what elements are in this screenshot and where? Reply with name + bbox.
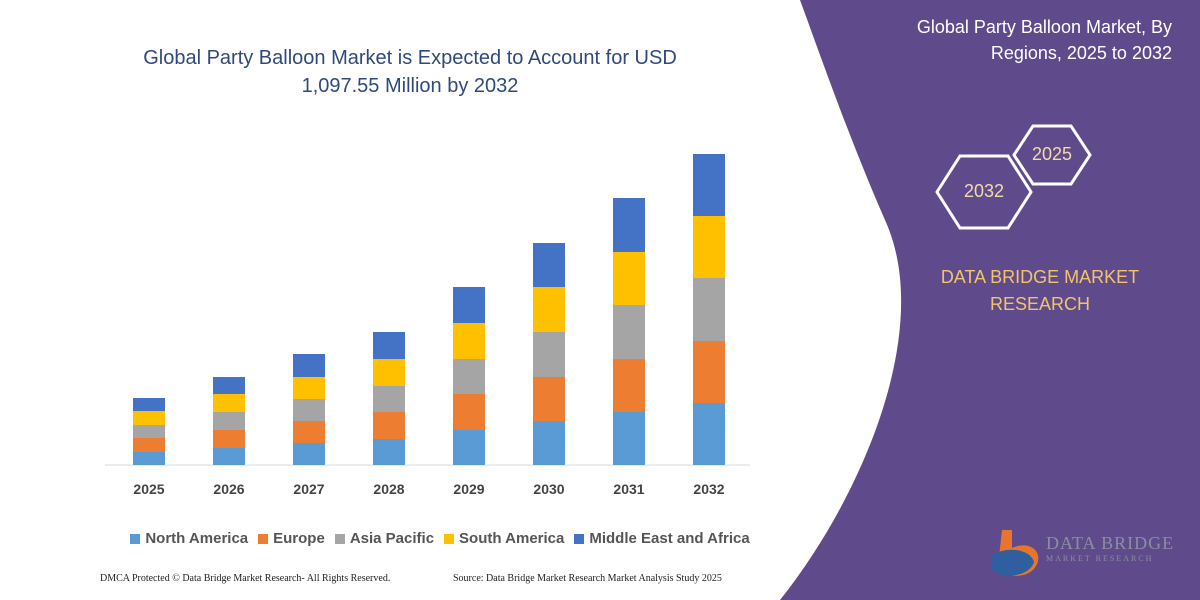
bar-segment — [693, 403, 725, 465]
bar-segment — [213, 448, 245, 465]
bar-segment — [373, 386, 405, 412]
bar-segment — [213, 412, 245, 430]
legend: North America Europe Asia Pacific South Ame… — [100, 530, 780, 547]
x-tick-label: 2027 — [293, 481, 324, 497]
bar-segment — [613, 305, 645, 359]
legend-item: North America — [130, 530, 248, 547]
hex-label: 2025 — [1032, 144, 1072, 164]
logo-line: DATA BRIDGE — [1046, 533, 1175, 553]
bar-segment — [533, 332, 565, 377]
bar-segment — [453, 430, 485, 465]
legend-item: Asia Pacific — [334, 530, 435, 547]
x-tick-label: 2025 — [133, 481, 164, 497]
bar-segment — [693, 216, 725, 278]
chart-title: Global Party Balloon Market is Expected … — [143, 47, 677, 97]
hexagon — [935, 154, 1033, 230]
legend-label: North America — [145, 530, 249, 547]
legend-swatch — [334, 533, 345, 544]
bar-segment — [613, 359, 645, 412]
bar-segment — [133, 398, 165, 411]
bar-segment — [133, 425, 165, 438]
bar-segment — [293, 399, 325, 421]
bar-segment — [373, 412, 405, 439]
bar-segment — [533, 287, 565, 332]
bar-segment — [373, 439, 405, 465]
bar-segment — [213, 377, 245, 394]
bar-segment — [293, 443, 325, 465]
legend-item: Europe — [258, 530, 325, 547]
bar-segment — [133, 438, 165, 452]
legend-label: Middle East and Africa — [589, 530, 750, 547]
x-tick-label: 2032 — [693, 481, 724, 497]
bar-segment — [133, 452, 165, 465]
legend-swatch — [574, 533, 585, 544]
brand-text: DATA BRIDGE MARKET RESEARCH — [940, 267, 1140, 314]
bar-segment — [133, 411, 165, 425]
legend-item: Middle East and Africa — [574, 530, 750, 547]
bar-segment — [213, 394, 245, 412]
bar-segment — [613, 198, 645, 252]
footer-notice: DMCA Protected © Data Bridge Market Rese… — [100, 573, 391, 584]
legend-label: South America — [459, 530, 565, 547]
legend-item: South America — [444, 530, 564, 547]
bar-segment — [693, 154, 725, 216]
bar-segment — [453, 323, 485, 359]
logo-text: DATA BRIDGE MARKET RESEARCH — [1046, 533, 1174, 563]
logo-line: MARKET RESEARCH — [1046, 554, 1154, 563]
panel-title: Global Party Balloon Market, By Regions,… — [916, 17, 1172, 63]
side-panel — [780, 0, 1200, 600]
legend-swatch — [258, 533, 269, 544]
bar-segment — [533, 421, 565, 465]
x-tick-label: 2031 — [613, 481, 644, 497]
bar-segment — [213, 430, 245, 448]
bar-segment — [453, 394, 485, 430]
bar-segment — [453, 287, 485, 323]
hex-label: 2032 — [964, 181, 1004, 201]
legend-label: Asia Pacific — [349, 530, 435, 547]
bar-segment — [293, 354, 325, 377]
bar-segment — [533, 377, 565, 421]
bar-segment — [693, 341, 725, 403]
x-tick-label: 2026 — [213, 481, 244, 497]
x-tick-label: 2029 — [453, 481, 484, 497]
bar-segment — [373, 332, 405, 359]
legend-swatch — [130, 533, 141, 544]
bar-segment — [693, 278, 725, 341]
x-tick-label: 2030 — [533, 481, 564, 497]
legend-swatch — [444, 533, 455, 544]
bar-segment — [293, 421, 325, 443]
bar-segment — [453, 359, 485, 394]
bar-segment — [293, 377, 325, 399]
bar-segment — [373, 359, 405, 386]
bar-segment — [613, 412, 645, 465]
bar-segment — [533, 243, 565, 287]
x-tick-label: 2028 — [373, 481, 404, 497]
logo-mark — [992, 530, 1039, 576]
hexagon — [1012, 124, 1092, 186]
footer-source: Source: Data Bridge Market Research Mark… — [453, 573, 722, 584]
bar-segment — [613, 252, 645, 305]
legend-label: Europe — [273, 530, 325, 547]
